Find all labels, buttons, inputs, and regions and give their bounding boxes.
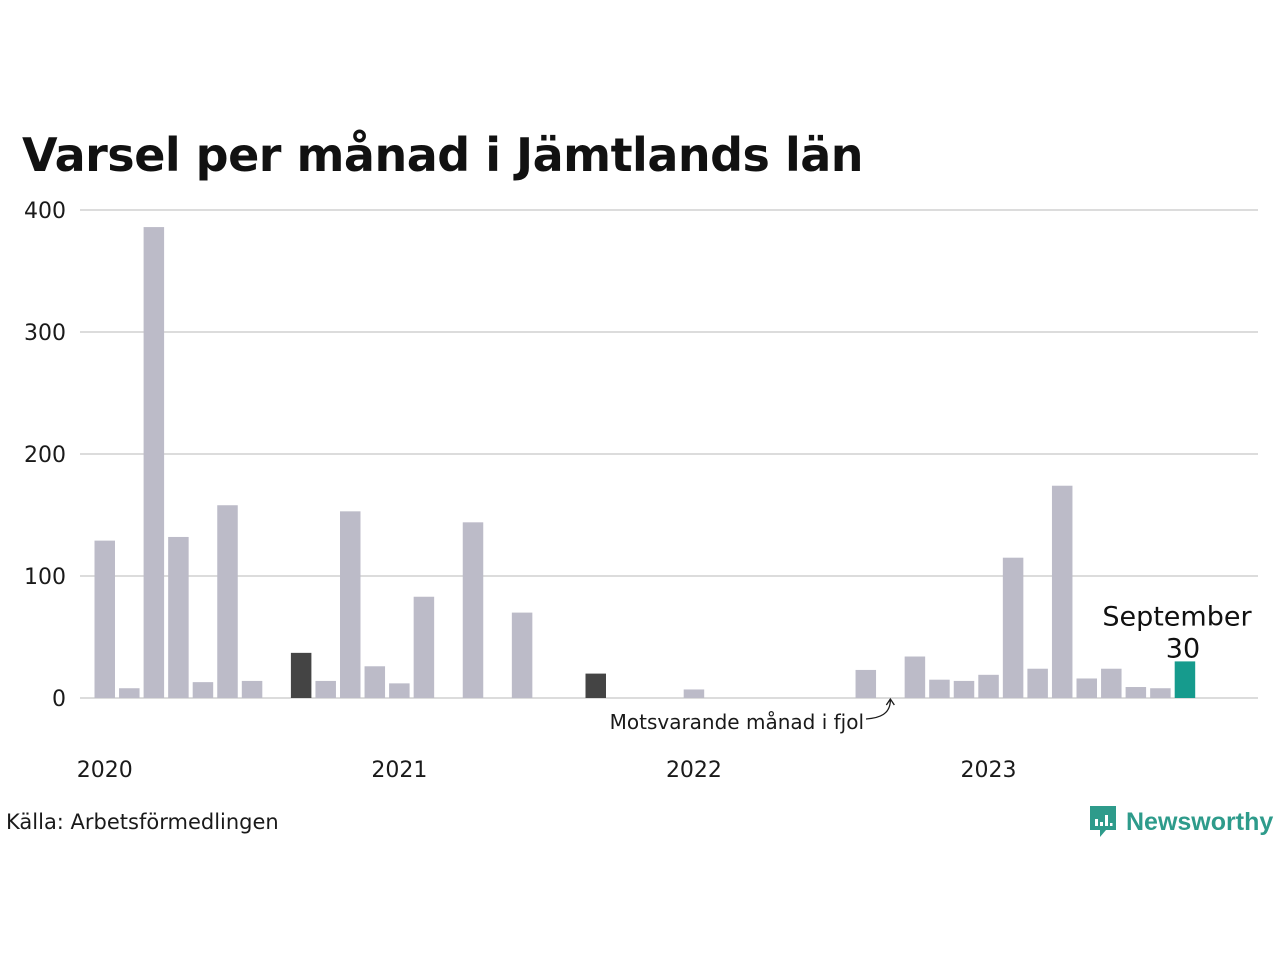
bar	[389, 683, 410, 698]
bar	[1125, 687, 1147, 698]
current-month-label: September	[1102, 601, 1252, 632]
annotation-label: Motsvarande månad i fjol	[610, 710, 864, 734]
bar	[1051, 485, 1073, 698]
bar	[929, 679, 950, 698]
bar	[119, 688, 140, 698]
bar	[192, 682, 214, 698]
bar	[241, 680, 263, 698]
source-note: Källa: Arbetsförmedlingen	[6, 810, 279, 834]
bar	[953, 680, 975, 698]
y-tick-label: 400	[24, 199, 66, 224]
bar	[290, 652, 312, 698]
bar	[855, 669, 877, 698]
bar	[315, 680, 336, 698]
brand-logo: Newsworthy	[1088, 804, 1273, 840]
x-year-label: 2023	[961, 758, 1017, 783]
x-year-label: 2020	[77, 758, 133, 783]
annotation: Motsvarande månad i fjol	[610, 697, 895, 734]
brand-name: Newsworthy	[1126, 807, 1274, 836]
y-tick-label: 0	[52, 687, 66, 712]
bar	[143, 227, 165, 698]
x-year-label: 2022	[666, 758, 722, 783]
x-axis-year-labels: 2020 2021 2022 2023	[77, 758, 1017, 783]
bar-current-month	[1174, 661, 1196, 698]
chart-title: Varsel per månad i Jämtlands län	[22, 128, 864, 182]
annotation-arrow	[865, 697, 895, 720]
bar	[168, 536, 189, 698]
grid-lines	[80, 209, 1258, 699]
bar	[683, 689, 705, 698]
bar	[1150, 688, 1171, 698]
y-tick-label: 100	[24, 565, 66, 590]
current-month-callout: September 30	[1102, 601, 1252, 664]
bar	[94, 540, 115, 698]
newsworthy-logo-icon	[1090, 806, 1116, 837]
bar	[340, 511, 361, 698]
bar	[1076, 678, 1097, 698]
bar	[511, 612, 533, 698]
bar	[1002, 557, 1024, 698]
bar	[217, 505, 238, 698]
y-tick-label: 200	[24, 443, 66, 468]
bar	[1027, 668, 1048, 698]
y-axis-ticks: 0 100 200 300 400	[24, 199, 66, 712]
current-value-label: 30	[1166, 633, 1200, 664]
bar	[1101, 668, 1122, 698]
bar	[462, 522, 484, 698]
bars	[94, 227, 1196, 698]
y-tick-label: 300	[24, 321, 66, 346]
bar	[413, 596, 435, 698]
bar	[364, 666, 386, 698]
bar	[978, 674, 999, 698]
x-year-label: 2021	[371, 758, 427, 783]
bar	[585, 673, 606, 698]
bar	[904, 656, 926, 698]
